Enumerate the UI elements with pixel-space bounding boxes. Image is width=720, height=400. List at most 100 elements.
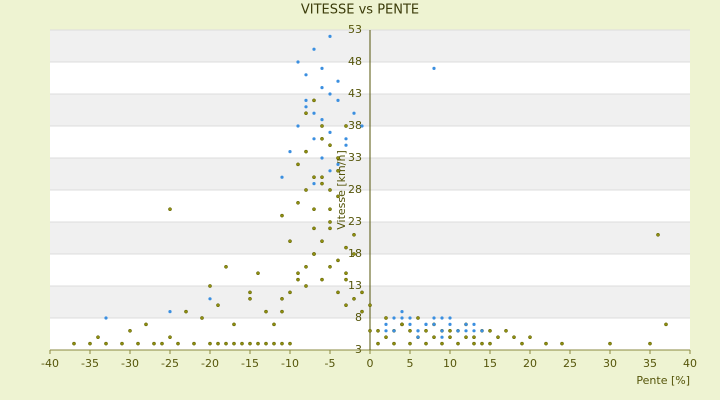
point bbox=[144, 322, 148, 327]
point bbox=[248, 290, 252, 295]
x-tick-label: 15 bbox=[483, 357, 497, 370]
y-tick-label: 8 bbox=[355, 311, 362, 324]
point bbox=[168, 335, 172, 340]
x-tick-label: -40 bbox=[41, 357, 59, 370]
point bbox=[336, 168, 340, 173]
point bbox=[296, 277, 300, 282]
point bbox=[176, 341, 180, 346]
point bbox=[320, 66, 324, 70]
point bbox=[392, 316, 396, 320]
point bbox=[336, 98, 340, 102]
point bbox=[352, 111, 356, 115]
point bbox=[328, 226, 332, 231]
point bbox=[376, 328, 380, 333]
point bbox=[488, 341, 492, 346]
point bbox=[464, 322, 468, 326]
point bbox=[488, 328, 492, 333]
y-tick-label: 33 bbox=[348, 151, 362, 164]
point bbox=[168, 207, 172, 212]
point bbox=[304, 149, 308, 154]
x-tick-label: 10 bbox=[443, 357, 457, 370]
point bbox=[272, 322, 276, 327]
point bbox=[304, 284, 308, 288]
x-tick-label: -35 bbox=[81, 357, 99, 370]
point bbox=[440, 341, 444, 346]
point bbox=[400, 310, 404, 314]
point bbox=[256, 341, 260, 346]
point bbox=[408, 341, 412, 346]
point bbox=[448, 328, 452, 333]
y-tick-label: 38 bbox=[348, 119, 362, 132]
point bbox=[312, 111, 316, 115]
point bbox=[344, 277, 348, 282]
point bbox=[248, 341, 252, 346]
point bbox=[320, 118, 324, 122]
y-tick-label: 53 bbox=[348, 23, 362, 36]
x-tick-label: 40 bbox=[683, 357, 697, 370]
point bbox=[432, 66, 436, 70]
y-tick-label: 28 bbox=[348, 183, 362, 196]
point bbox=[256, 271, 260, 276]
point bbox=[440, 329, 444, 333]
point bbox=[424, 328, 428, 333]
point bbox=[320, 136, 324, 141]
point bbox=[200, 316, 204, 320]
point bbox=[416, 335, 420, 339]
point bbox=[328, 92, 332, 96]
point bbox=[496, 335, 500, 340]
point bbox=[288, 290, 292, 295]
point bbox=[208, 297, 212, 301]
point bbox=[472, 322, 476, 326]
point bbox=[296, 124, 300, 128]
point bbox=[448, 322, 452, 326]
point bbox=[336, 79, 340, 83]
point bbox=[264, 309, 268, 314]
point bbox=[520, 341, 524, 346]
point bbox=[288, 341, 292, 346]
point bbox=[312, 175, 316, 180]
point bbox=[504, 328, 508, 333]
point bbox=[168, 310, 172, 314]
point bbox=[344, 303, 348, 308]
point bbox=[312, 98, 316, 103]
point bbox=[448, 316, 452, 320]
point bbox=[472, 341, 476, 346]
point bbox=[456, 329, 460, 333]
point bbox=[304, 264, 308, 269]
x-tick-label: 0 bbox=[367, 357, 374, 370]
point bbox=[104, 316, 108, 320]
point bbox=[312, 182, 316, 186]
point bbox=[304, 73, 308, 77]
x-tick-label: 35 bbox=[643, 357, 657, 370]
point bbox=[72, 341, 76, 346]
point bbox=[352, 232, 356, 237]
point bbox=[224, 341, 228, 346]
x-tick-label: -20 bbox=[201, 357, 219, 370]
point bbox=[408, 328, 412, 333]
point bbox=[344, 143, 348, 147]
y-axis-label: Vitesse [km/h] bbox=[335, 150, 348, 230]
point bbox=[328, 220, 332, 224]
point bbox=[320, 86, 324, 90]
point bbox=[416, 316, 420, 320]
point bbox=[472, 329, 476, 333]
y-tick-label: 43 bbox=[348, 87, 362, 100]
point bbox=[288, 239, 292, 244]
point bbox=[464, 329, 468, 333]
point bbox=[96, 335, 100, 340]
point bbox=[336, 156, 340, 160]
point bbox=[560, 341, 564, 346]
point bbox=[280, 296, 284, 301]
point bbox=[400, 316, 404, 320]
point bbox=[440, 335, 444, 339]
point bbox=[432, 322, 436, 326]
point bbox=[320, 239, 324, 244]
point bbox=[232, 322, 236, 327]
point bbox=[264, 341, 268, 346]
point bbox=[344, 245, 348, 250]
chart-title: VITESSE vs PENTE bbox=[301, 3, 419, 18]
point bbox=[344, 271, 348, 276]
point bbox=[320, 175, 324, 180]
point bbox=[312, 137, 316, 141]
